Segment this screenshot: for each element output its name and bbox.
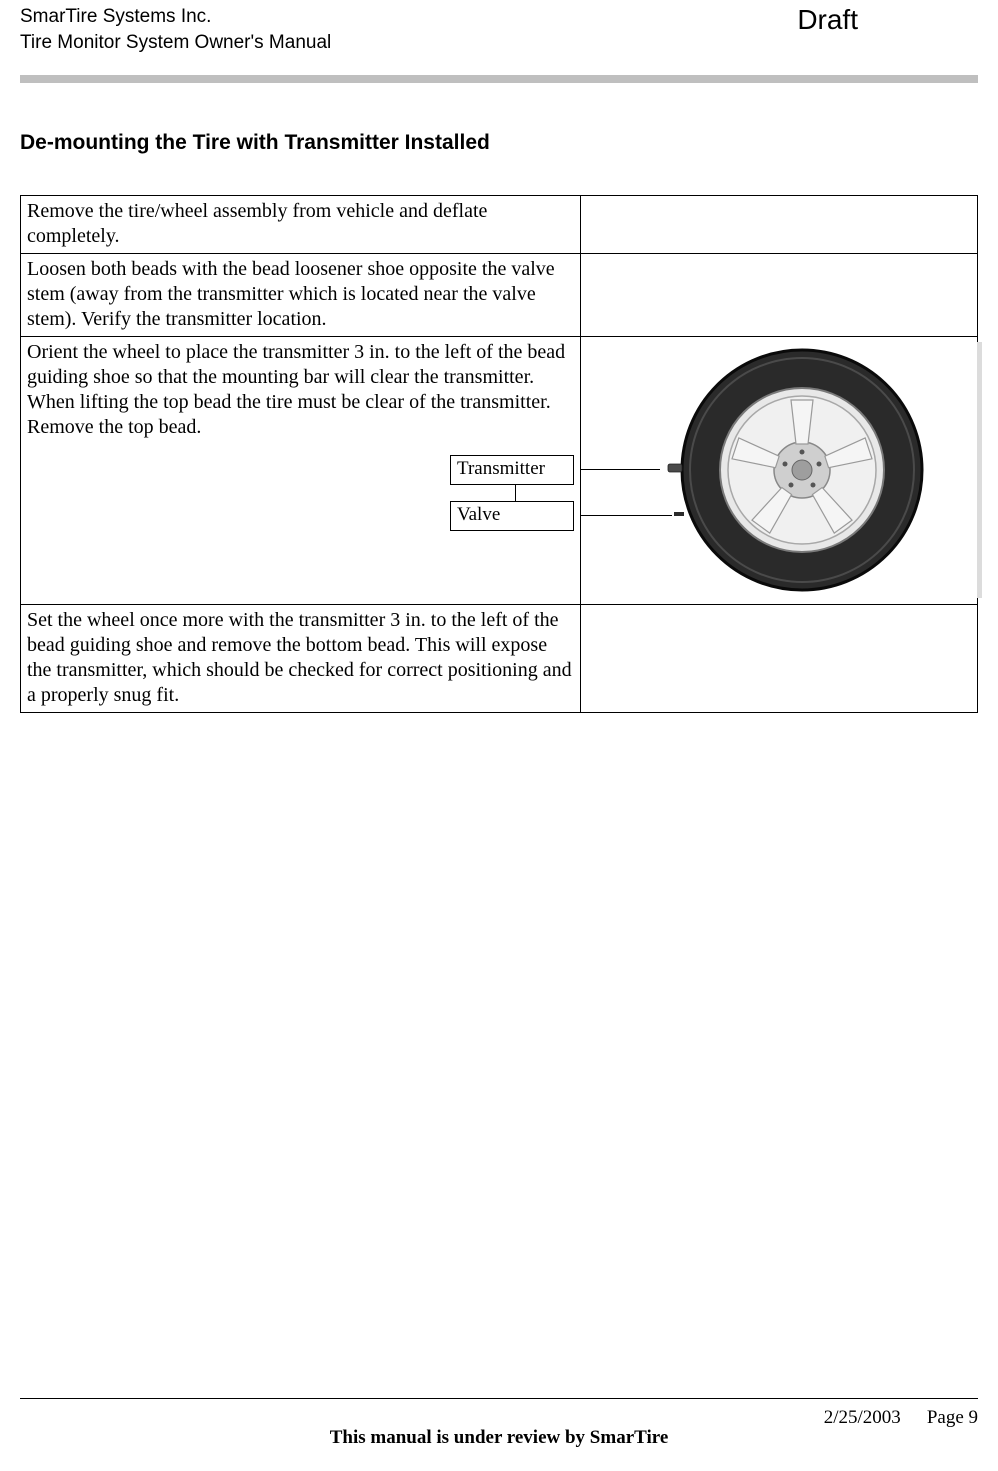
wheel-figure: [587, 340, 982, 600]
step-text: Orient the wheel to place the transmitte…: [27, 340, 574, 440]
company-name: SmarTire Systems Inc.: [20, 4, 331, 30]
footer-page: Page 9: [927, 1407, 978, 1429]
step-figure-empty: [581, 254, 978, 337]
center-cap: [792, 460, 812, 480]
table-row: Set the wheel once more with the transmi…: [21, 605, 978, 713]
steps-table: Remove the tire/wheel assembly from vehi…: [20, 195, 978, 713]
callout-valve: Valve: [450, 501, 574, 531]
header-left: SmarTire Systems Inc. Tire Monitor Syste…: [20, 4, 331, 55]
footer-right-block: 2/25/2003 Page 9: [824, 1407, 978, 1429]
content-area: De-mounting the Tire with Transmitter In…: [0, 131, 998, 713]
table-row: Orient the wheel to place the transmitte…: [21, 337, 978, 605]
step-text: Loosen both beads with the bead loosener…: [21, 254, 581, 337]
leader-line-valve: [580, 515, 672, 516]
footer-row: 2/25/2003 Page 9 This manual is under re…: [20, 1405, 978, 1453]
step-figure: [581, 337, 978, 605]
step-figure-empty: [581, 196, 978, 254]
draft-stamp: Draft: [797, 4, 978, 34]
table-row: Remove the tire/wheel assembly from vehi…: [21, 196, 978, 254]
callout-transmitter: Transmitter: [450, 455, 574, 485]
page-footer: 2/25/2003 Page 9 This manual is under re…: [20, 1398, 978, 1453]
table-row: Loosen both beads with the bead loosener…: [21, 254, 978, 337]
document-title: Tire Monitor System Owner's Manual: [20, 30, 331, 56]
step-text: Set the wheel once more with the transmi…: [21, 605, 581, 713]
footer-review-note: This manual is under review by SmarTire: [20, 1427, 978, 1449]
step-figure-empty: [581, 605, 978, 713]
page: SmarTire Systems Inc. Tire Monitor Syste…: [0, 0, 998, 1471]
leader-line-transmitter: [580, 469, 660, 470]
step-text-cell: Orient the wheel to place the transmitte…: [21, 337, 581, 605]
figure-right-edge: [977, 342, 982, 598]
callout-connector: [515, 485, 516, 501]
footer-date: 2/25/2003: [824, 1407, 901, 1429]
valve-stem: [674, 512, 684, 516]
header-divider: [20, 75, 978, 83]
section-heading: De-mounting the Tire with Transmitter In…: [20, 131, 978, 155]
page-header: SmarTire Systems Inc. Tire Monitor Syste…: [0, 0, 998, 55]
step-text: Remove the tire/wheel assembly from vehi…: [21, 196, 581, 254]
transmitter-marker: [668, 464, 682, 472]
